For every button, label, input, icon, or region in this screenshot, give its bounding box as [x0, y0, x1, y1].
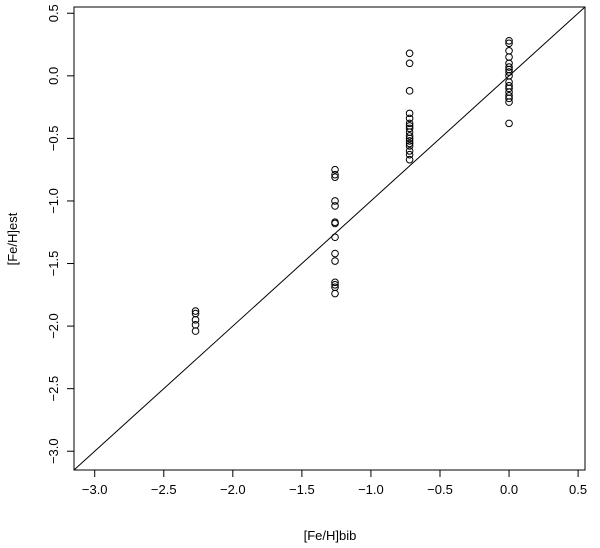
data-point: [405, 137, 414, 145]
y-tick-label: 0.0: [46, 67, 61, 85]
data-point: [405, 59, 414, 68]
data-point: [505, 94, 513, 103]
identity-line-layer: [73, 6, 586, 471]
x-tick-label: −1.5: [289, 482, 315, 497]
data-point: [331, 219, 339, 228]
data-point: [191, 327, 200, 335]
x-tick-label: −3.0: [82, 482, 108, 497]
data-point: [505, 46, 513, 55]
data-point: [405, 150, 414, 159]
data-point: [505, 63, 513, 71]
data-point: [405, 155, 414, 164]
data-point: [405, 87, 414, 95]
x-tick-label: −2.0: [220, 482, 246, 497]
data-point: [405, 132, 414, 140]
data-point: [405, 139, 414, 148]
data-point: [191, 321, 200, 329]
x-tick-label: −2.5: [151, 482, 177, 497]
data-point: [331, 289, 339, 298]
data-point: [405, 114, 414, 123]
data-point: [505, 68, 513, 76]
data-point: [331, 257, 339, 265]
data-point: [331, 281, 339, 289]
plot-frame: [73, 6, 586, 471]
data-point: [331, 249, 339, 258]
data-point: [505, 119, 513, 128]
identity-line: [73, 6, 586, 471]
data-point: [505, 98, 513, 106]
y-tick-label: −2.0: [46, 313, 61, 339]
data-points-layer: [191, 36, 513, 335]
data-point: [331, 233, 339, 242]
x-axis-title: [Fe/H]bib: [304, 528, 357, 543]
y-tick-label: −1.0: [46, 188, 61, 214]
data-point: [405, 119, 414, 128]
x-tick-label: −0.5: [427, 482, 453, 497]
x-tick-label: −1.0: [358, 482, 384, 497]
data-point: [331, 197, 339, 205]
x-tick-label: 0.5: [569, 482, 587, 497]
data-point: [505, 84, 513, 93]
data-point: [405, 49, 414, 58]
y-axis-title: [Fe/H]est: [5, 212, 20, 265]
data-point: [405, 134, 414, 143]
y-tick-label: −3.0: [46, 438, 61, 464]
data-point: [331, 173, 339, 181]
data-point: [191, 307, 200, 315]
data-point: [331, 170, 339, 179]
y-tick-label: 0.5: [46, 4, 61, 22]
y-axis: −3.0 −2.5 −2.0 −1.5 −1.0 −0.5 0.0 0.5: [46, 4, 74, 464]
x-axis: −3.0 −2.5 −2.0 −1.5 −1.0 −0.5 0.0 0.5: [82, 470, 587, 497]
data-point: [405, 147, 414, 155]
data-point: [405, 142, 414, 150]
data-point: [331, 165, 339, 174]
data-point: [405, 124, 414, 133]
y-tick-label: −0.5: [46, 126, 61, 152]
data-point: [331, 278, 339, 287]
data-point: [505, 53, 513, 61]
data-point: [505, 36, 513, 45]
data-point: [505, 39, 513, 48]
data-point: [191, 316, 200, 324]
y-tick-label: −2.5: [46, 376, 61, 402]
data-point: [331, 202, 339, 210]
data-point: [405, 109, 414, 118]
y-tick-label: −1.5: [46, 251, 61, 277]
x-tick-label: 0.0: [500, 482, 518, 497]
